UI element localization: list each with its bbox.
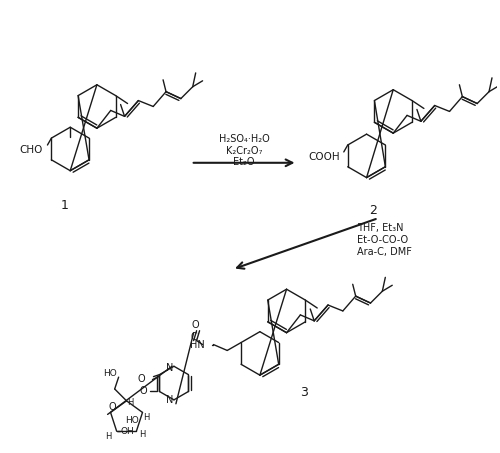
Text: O: O bbox=[192, 320, 200, 330]
Text: OH: OH bbox=[120, 427, 134, 436]
Text: H: H bbox=[106, 432, 112, 441]
Text: 2: 2 bbox=[370, 204, 378, 217]
Text: N: N bbox=[166, 395, 173, 405]
Text: H: H bbox=[144, 413, 150, 422]
Text: O: O bbox=[140, 386, 147, 396]
Text: Et-O-CO-O: Et-O-CO-O bbox=[356, 235, 408, 245]
Text: CHO: CHO bbox=[20, 145, 43, 155]
Text: 1: 1 bbox=[60, 199, 68, 212]
Text: HN: HN bbox=[190, 340, 205, 350]
Text: C: C bbox=[190, 332, 197, 342]
Text: H: H bbox=[140, 430, 145, 439]
Text: 3: 3 bbox=[300, 386, 308, 400]
Text: COOH: COOH bbox=[308, 152, 340, 162]
Text: K₂Cr₂O₇: K₂Cr₂O₇ bbox=[226, 146, 262, 156]
Text: O: O bbox=[108, 401, 116, 411]
Text: H₂SO₄·H₂O: H₂SO₄·H₂O bbox=[218, 134, 270, 144]
Text: N: N bbox=[166, 363, 173, 373]
Text: THF, Et₃N: THF, Et₃N bbox=[356, 223, 403, 233]
Text: O: O bbox=[138, 374, 145, 384]
Text: H: H bbox=[128, 398, 134, 407]
Text: Et₂O: Et₂O bbox=[234, 157, 255, 167]
Text: Ara-C, DMF: Ara-C, DMF bbox=[356, 247, 412, 257]
Text: HO: HO bbox=[124, 416, 138, 425]
Text: HO: HO bbox=[103, 369, 117, 378]
